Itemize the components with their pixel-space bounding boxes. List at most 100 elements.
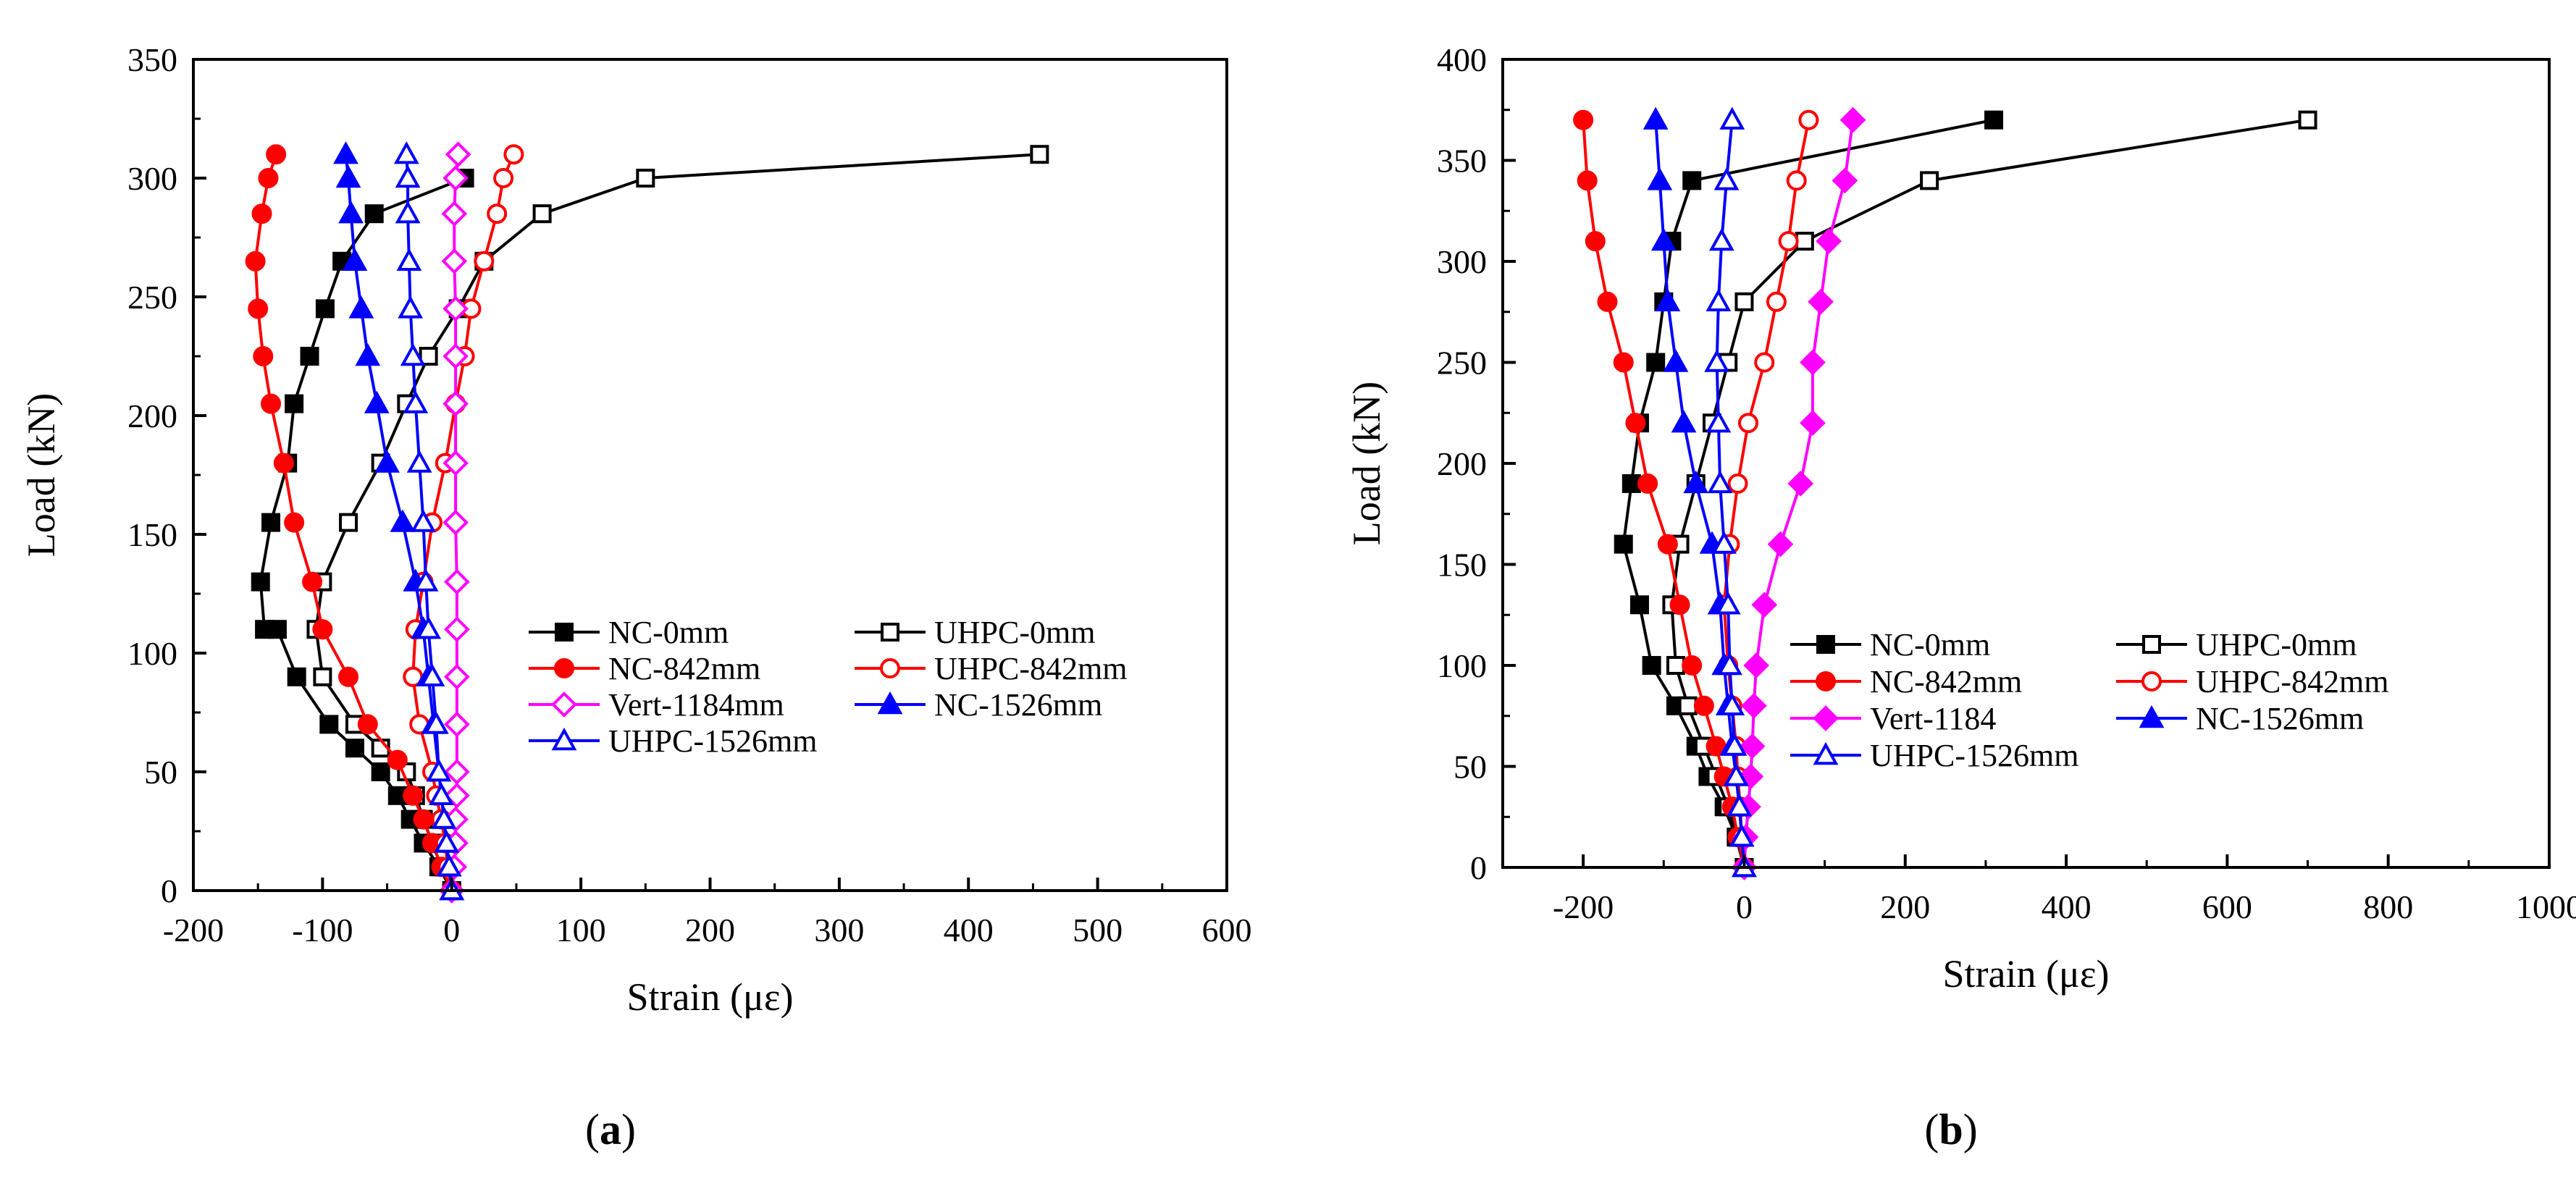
data-point (1642, 106, 1669, 130)
data-point (1800, 410, 1826, 437)
data-point (1740, 692, 1767, 719)
data-point (1798, 109, 1819, 130)
data-point (1657, 534, 1678, 555)
data-point (1678, 696, 1698, 715)
legend-label: NC-842mm (1870, 664, 2022, 699)
data-point (371, 762, 390, 781)
data-point (431, 806, 457, 829)
data-point (1719, 106, 1745, 130)
y-tick-label: 350 (1437, 143, 1487, 180)
data-point (441, 248, 468, 274)
data-point (400, 342, 426, 366)
series-line-vert-1184 (1742, 119, 1855, 868)
legend-swatch-marker (1813, 741, 1839, 765)
data-point (357, 714, 378, 735)
legend-item-uhpc-842mm: UHPC-842mm (855, 651, 1127, 686)
series-line-uhpc-0mm (1670, 118, 2308, 868)
data-point (444, 616, 470, 643)
data-point (2298, 110, 2317, 130)
data-point (1671, 410, 1697, 433)
data-point (445, 141, 471, 168)
y-axis-title: Load (kN) (20, 393, 63, 557)
data-point (396, 248, 422, 271)
legend-label: UHPC-842mm (2196, 664, 2388, 699)
data-point (411, 509, 436, 532)
data-point (339, 513, 358, 532)
data-point (1621, 474, 1641, 493)
legend-item-uhpc-1526mm: UHPC-1526mm (529, 723, 817, 759)
data-point (313, 667, 332, 686)
data-point (487, 203, 508, 224)
x-tick-label: 400 (2042, 888, 2092, 925)
data-point (1778, 231, 1799, 252)
data-point (413, 568, 439, 592)
data-point (312, 619, 333, 640)
legend-item-uhpc-0mm: UHPC-0mm (855, 615, 1095, 650)
x-tick-label: -100 (292, 912, 353, 949)
data-point (1920, 171, 1939, 190)
y-tick-label: 100 (1437, 647, 1487, 684)
legend-swatch-marker (1816, 671, 1836, 691)
data-point (266, 144, 287, 165)
data-point (434, 830, 460, 853)
legend-swatch-marker (877, 691, 903, 715)
data-point (1614, 534, 1633, 554)
data-point (442, 295, 469, 322)
data-point (261, 393, 282, 414)
data-point (1729, 824, 1755, 847)
data-point (398, 295, 424, 319)
legend-item-nc-842mm: NC-842mm (529, 651, 760, 686)
data-point (315, 299, 335, 319)
data-point (1787, 471, 1814, 497)
y-axis-title: Load (kN) (1345, 382, 1388, 545)
data-point (1766, 291, 1787, 312)
data-point (1713, 167, 1740, 190)
data-point (390, 509, 416, 532)
data-point (423, 711, 449, 734)
y-tick-label: 250 (127, 279, 177, 316)
y-tick-label: 0 (161, 872, 177, 909)
data-point (1715, 592, 1741, 615)
data-point (1663, 349, 1689, 372)
data-point (1706, 736, 1727, 757)
legend-item-uhpc-0mm: UHPC-0mm (2116, 627, 2357, 663)
legend-swatch-marker (1813, 705, 1839, 731)
data-point (442, 165, 469, 191)
legend-label: NC-1526mm (934, 687, 1102, 723)
y-tick-label: 0 (1470, 849, 1487, 886)
x-tick-label: 0 (1736, 888, 1753, 925)
data-point (1751, 592, 1778, 618)
data-point (273, 453, 294, 474)
data-point (1704, 349, 1730, 372)
data-point (342, 248, 368, 271)
data-point (444, 568, 470, 595)
y-tick-label: 100 (127, 635, 177, 672)
data-point (403, 390, 429, 413)
legend-swatch-marker (551, 727, 577, 751)
y-tick-label: 50 (144, 754, 177, 791)
legend-label: NC-1526mm (2196, 701, 2364, 736)
legend-item-nc-1526mm: NC-1526mm (2116, 701, 2364, 736)
data-point (442, 450, 469, 476)
x-axis-title: Strain (με) (1942, 952, 2109, 996)
data-point (1754, 352, 1775, 373)
data-point (1693, 695, 1714, 716)
data-point (1629, 595, 1649, 615)
data-point (1767, 531, 1794, 558)
data-point (1839, 106, 1866, 133)
legend-item-nc-1526mm: NC-1526mm (855, 687, 1102, 723)
data-point (1738, 413, 1759, 434)
data-point (1708, 227, 1734, 251)
data-point (1816, 228, 1842, 254)
y-tick-label: 150 (1437, 547, 1487, 584)
data-point (1706, 288, 1732, 311)
x-tick-label: 0 (443, 912, 460, 949)
data-point (364, 390, 390, 413)
data-point (1706, 410, 1732, 433)
data-point (1800, 349, 1826, 376)
x-tick-label: 300 (814, 912, 864, 949)
legend-swatch-marker (554, 658, 574, 678)
y-tick-label: 200 (127, 398, 177, 434)
data-point (1597, 291, 1618, 312)
panel-label-a: (a) (585, 1106, 636, 1153)
